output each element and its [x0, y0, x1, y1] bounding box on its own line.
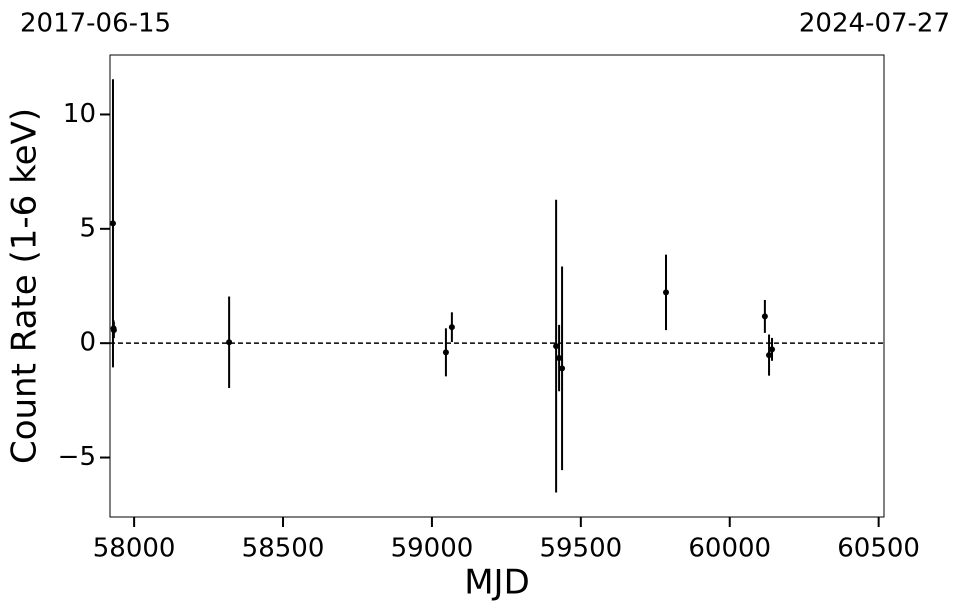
- x-tick-label: 59000: [391, 534, 474, 564]
- data-point: [226, 339, 233, 346]
- data-point: [766, 352, 773, 359]
- x-tick-label: 58000: [93, 534, 176, 564]
- data-point: [556, 355, 563, 362]
- y-tick-label: 0: [79, 328, 96, 358]
- y-tick-label: −5: [58, 442, 96, 472]
- x-tick-label: 60000: [688, 534, 771, 564]
- end-date: 2024-07-27: [799, 9, 950, 39]
- data-point: [109, 220, 116, 227]
- start-date: 2017-06-15: [20, 9, 171, 39]
- data-point: [769, 346, 776, 353]
- y-axis-label: Count Rate (1-6 keV): [5, 108, 45, 464]
- data-point: [442, 349, 449, 356]
- x-tick-label: 60500: [837, 534, 920, 564]
- y-tick-label: 5: [79, 213, 96, 243]
- data-point: [448, 324, 455, 331]
- y-tick-label: 10: [63, 99, 96, 129]
- data-point: [761, 313, 768, 320]
- data-point: [559, 365, 566, 372]
- x-axis-label: MJD: [464, 563, 530, 603]
- x-tick-label: 59500: [539, 534, 622, 564]
- data-point: [553, 343, 560, 350]
- x-tick-label: 58500: [242, 534, 325, 564]
- data-point: [110, 327, 117, 334]
- plot-frame: [109, 54, 885, 518]
- data-point: [663, 289, 670, 296]
